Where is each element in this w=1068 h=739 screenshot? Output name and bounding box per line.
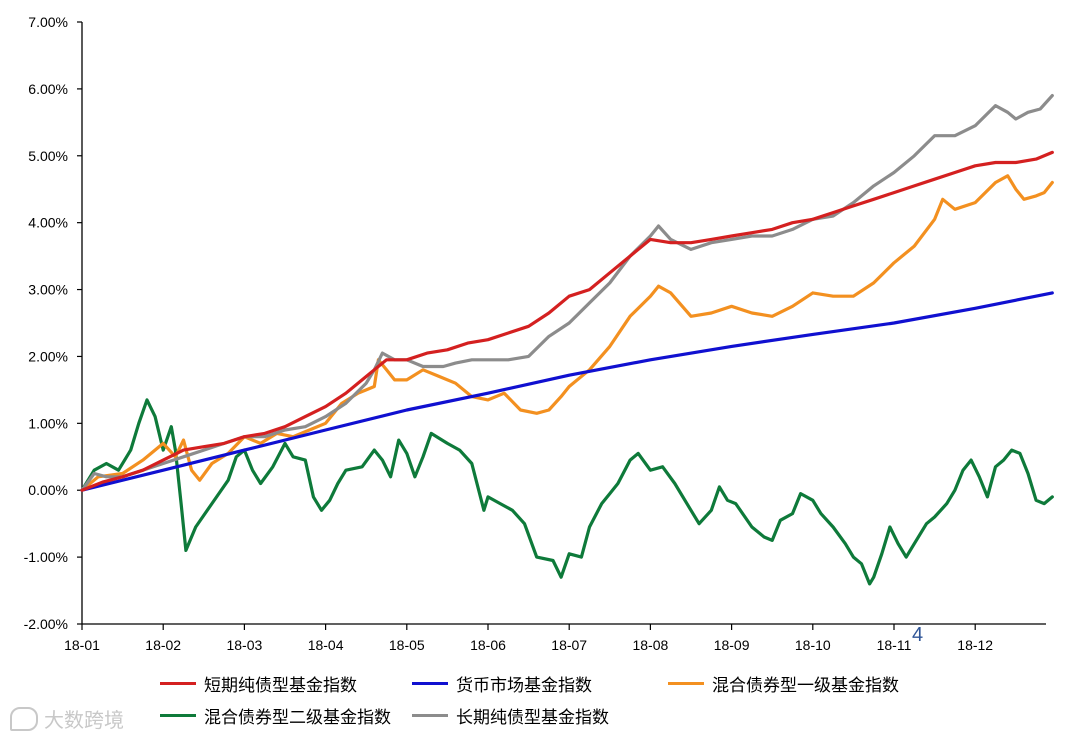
x-tick-label: 18-07: [551, 637, 587, 650]
legend-label: 长期纯债型基金指数: [456, 708, 609, 728]
legend-label: 短期纯债型基金指数: [204, 676, 357, 696]
legend-item-hybrid-bond-1: 混合债券型一级基金指数: [668, 671, 899, 696]
y-tick-label: 0.00%: [28, 482, 68, 498]
series-line-1: [80, 291, 1054, 492]
x-tick-label: 18-01: [64, 637, 100, 650]
legend-swatch: [160, 682, 196, 685]
legend-swatch: [412, 682, 448, 685]
legend-item-short-term-bond: 短期纯债型基金指数: [160, 671, 357, 696]
legend-swatch: [668, 682, 704, 685]
y-axis-ticks: 7.00% 6.00% 5.00% 4.00% 3.00% 2.00% 1.00% 0.00%…: [24, 14, 82, 632]
series-lines: [80, 93, 1054, 586]
y-tick-label: 6.00%: [28, 81, 68, 97]
legend-item-hybrid-bond-2: 混合债券型二级基金指数: [160, 703, 391, 728]
series-line-3: [80, 398, 1054, 586]
y-tick-label: 7.00%: [28, 14, 68, 30]
stray-mark: 4: [912, 624, 924, 646]
x-tick-label: 18-11: [877, 637, 912, 650]
y-tick-label: 2.00%: [28, 348, 68, 364]
x-tick-label: 18-06: [470, 637, 506, 650]
x-tick-label: 18-08: [632, 637, 668, 650]
x-tick-label: 18-04: [308, 637, 344, 650]
legend-item-money-market: 货币市场基金指数: [412, 671, 592, 696]
legend-swatch: [160, 714, 196, 717]
legend-item-long-term-bond: 长期纯债型基金指数: [412, 703, 609, 728]
watermark: 大数跨境: [10, 704, 124, 733]
series-line-2: [80, 174, 1054, 492]
x-axis-ticks: 18-01 18-02 18-03 18-04 18-05 18-06 18-07 18-08…: [64, 624, 993, 650]
y-tick-label: -2.00%: [24, 616, 68, 632]
y-tick-label: 3.00%: [28, 282, 68, 298]
legend-label: 混合债券型一级基金指数: [712, 676, 899, 696]
legend-label: 货币市场基金指数: [456, 676, 592, 696]
legend-label: 混合债券型二级基金指数: [204, 708, 391, 728]
y-tick-label: 1.00%: [28, 415, 68, 431]
line-chart: 7.00% 6.00% 5.00% 4.00% 3.00% 2.00% 1.00% 0.00%…: [24, 14, 1054, 650]
y-tick-label: 4.00%: [28, 215, 68, 231]
y-tick-label: -1.00%: [24, 549, 68, 565]
y-tick-label: 5.00%: [28, 148, 68, 164]
x-tick-label: 18-10: [795, 637, 831, 650]
x-tick-label: 18-02: [145, 637, 181, 650]
x-tick-label: 18-03: [226, 637, 262, 650]
watermark-logo-icon: [10, 706, 38, 731]
watermark-text: 大数跨境: [44, 708, 124, 732]
series-line-0: [80, 150, 1054, 492]
x-tick-label: 18-12: [957, 637, 993, 650]
chart-axes: [81, 22, 1046, 625]
x-tick-label: 18-09: [714, 637, 750, 650]
series-line-4: [80, 93, 1054, 492]
x-tick-label: 18-05: [389, 637, 425, 650]
legend-swatch: [412, 714, 448, 717]
